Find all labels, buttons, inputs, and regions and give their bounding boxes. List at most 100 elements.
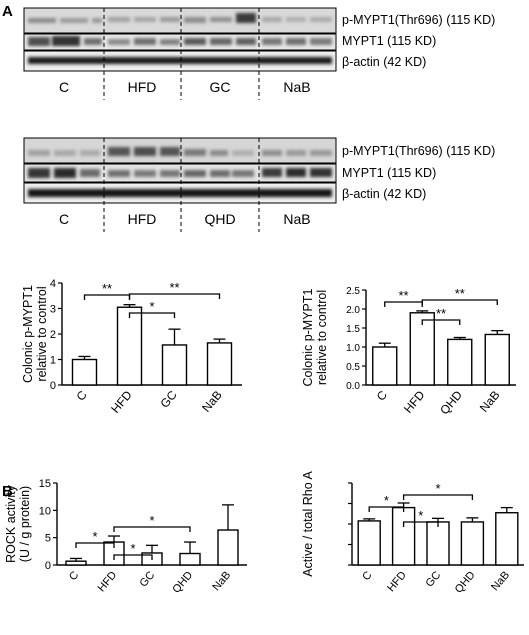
y-tick-label: 2 <box>50 329 56 341</box>
bar <box>179 552 201 566</box>
blot1-band-label-beta-actin: β-actin (42 KD) <box>342 55 426 69</box>
category-label: NaB <box>210 569 233 593</box>
significance-label: ** <box>398 288 408 303</box>
bar <box>484 333 510 386</box>
category-label: C <box>360 569 374 583</box>
significance-bracket <box>368 506 405 512</box>
panel-label-b: B <box>2 483 13 500</box>
significance-label: * <box>149 299 154 314</box>
bar <box>357 520 381 566</box>
category-label: GC <box>423 569 443 589</box>
significance-label: * <box>384 493 389 508</box>
blot2-group-label-qhd: QHD <box>204 211 235 227</box>
blot2-group-label-hfd: HFD <box>128 211 157 227</box>
blot2-band-label-beta-actin: β-actin (42 KD) <box>342 187 426 201</box>
significance-bracket <box>128 293 221 299</box>
y-axis-label-line: Colonic p-MYPT1 <box>21 285 35 383</box>
y-axis-label-line: Active / total Rho A <box>301 471 315 577</box>
y-tick-label: 1 <box>50 355 56 367</box>
category-label: NaB <box>477 388 503 415</box>
category-label: QHD <box>437 388 465 418</box>
y-tick-label: 1.5 <box>346 324 360 335</box>
bar <box>206 342 233 386</box>
significance-label: * <box>130 541 135 556</box>
bar <box>161 344 188 386</box>
significance-bracket <box>128 312 176 318</box>
category-label: GC <box>158 388 181 411</box>
significance-label: ** <box>436 306 446 321</box>
significance-bracket <box>421 319 461 325</box>
significance-label: ** <box>102 281 112 296</box>
y-tick-label: 0 <box>50 380 56 392</box>
y-tick-label: 15 <box>39 478 51 490</box>
bar <box>217 529 239 566</box>
bar <box>116 306 143 386</box>
chart-rho-a: Active / total Rho A C HFD GC QHD NaB * * * <box>301 471 524 596</box>
y-axis-label-line: relative to control <box>35 286 49 381</box>
blot2-group-label-nab: NaB <box>283 211 310 227</box>
significance-bracket <box>402 521 439 527</box>
category-label: C <box>73 388 90 404</box>
blot1-group-label-c: C <box>59 79 69 95</box>
category-label: HFD <box>108 388 135 416</box>
category-label: GC <box>137 569 157 589</box>
category-label: C <box>67 569 81 583</box>
bar <box>65 560 87 566</box>
significance-bracket <box>113 526 191 532</box>
y-axis-label: Colonic p-MYPT1relative to control <box>21 285 49 383</box>
y-axis-label: Active / total Rho A <box>301 471 315 577</box>
blot1-band-label-p-mypt1: p-MYPT1(Thr696) (115 KD) <box>342 13 495 27</box>
bar <box>460 521 485 566</box>
blot2-group-label-c: C <box>59 211 69 227</box>
y-tick-label: 0.5 <box>346 362 360 373</box>
significance-bracket <box>113 554 153 560</box>
significance-label: * <box>435 481 440 496</box>
category-label: QHD <box>170 569 195 595</box>
significance-label: * <box>418 508 423 523</box>
category-label: HFD <box>385 569 409 594</box>
y-tick-label: 4 <box>50 278 56 290</box>
bar <box>391 506 416 566</box>
category-label: C <box>374 388 391 404</box>
bar <box>426 521 450 566</box>
category-label: NaB <box>489 569 512 593</box>
y-axis-label: Colonic p-MYPT1relative to control <box>301 288 329 386</box>
y-tick-label: 2.0 <box>346 305 360 316</box>
y-tick-label: 5 <box>45 533 51 545</box>
significance-bracket <box>402 494 474 500</box>
y-tick-label: 0.0 <box>346 381 360 392</box>
blot2-band-label-mypt1: MYPT1 (115 KD) <box>342 166 436 180</box>
y-axis-label-line: relative to control <box>315 290 329 385</box>
y-tick-label: 2.5 <box>346 286 360 297</box>
blot1-group-label-hfd: HFD <box>128 79 157 95</box>
blot1-group-label-gc: GC <box>210 79 231 95</box>
y-axis-label-line: ROCK activity <box>4 484 18 563</box>
panel-label-a: A <box>2 3 13 20</box>
y-axis-label: ROCK activity(U / g protein) <box>4 484 32 563</box>
blot1-band-label-mypt1: MYPT1 (115 KD) <box>342 34 436 48</box>
y-tick-label: 0 <box>45 560 51 572</box>
category-label: HFD <box>96 569 120 594</box>
significance-label: * <box>92 529 97 544</box>
significance-label: ** <box>455 286 465 301</box>
bar <box>372 346 398 386</box>
y-tick-label: 10 <box>39 505 51 517</box>
y-axis-label-line: Colonic p-MYPT1 <box>301 288 315 386</box>
western-blot-1: p-MYPT1(Thr696) (115 KD) MYPT1 (115 KD) … <box>23 7 495 100</box>
y-axis-label-line: (U / g protein) <box>18 486 32 562</box>
y-tick-label: 3 <box>50 304 56 316</box>
category-label: HFD <box>401 388 428 416</box>
bar <box>447 338 473 386</box>
category-label: QHD <box>453 569 478 595</box>
significance-label: * <box>149 513 154 528</box>
significance-label: ** <box>169 280 179 295</box>
western-blot-2: p-MYPT1(Thr696) (115 KD) MYPT1 (115 KD) … <box>23 137 495 232</box>
bar <box>495 512 519 566</box>
significance-bracket <box>75 542 115 548</box>
blot2-band-label-p-mypt1: p-MYPT1(Thr696) (115 KD) <box>342 144 495 158</box>
chart-p-mypt1-qhd: 0.0 0.5 1.0 1.5 2.0 2.5 Colonic p-MYPT1relativ… <box>301 286 516 417</box>
y-tick-label: 1.0 <box>346 343 360 354</box>
bar <box>71 358 98 386</box>
